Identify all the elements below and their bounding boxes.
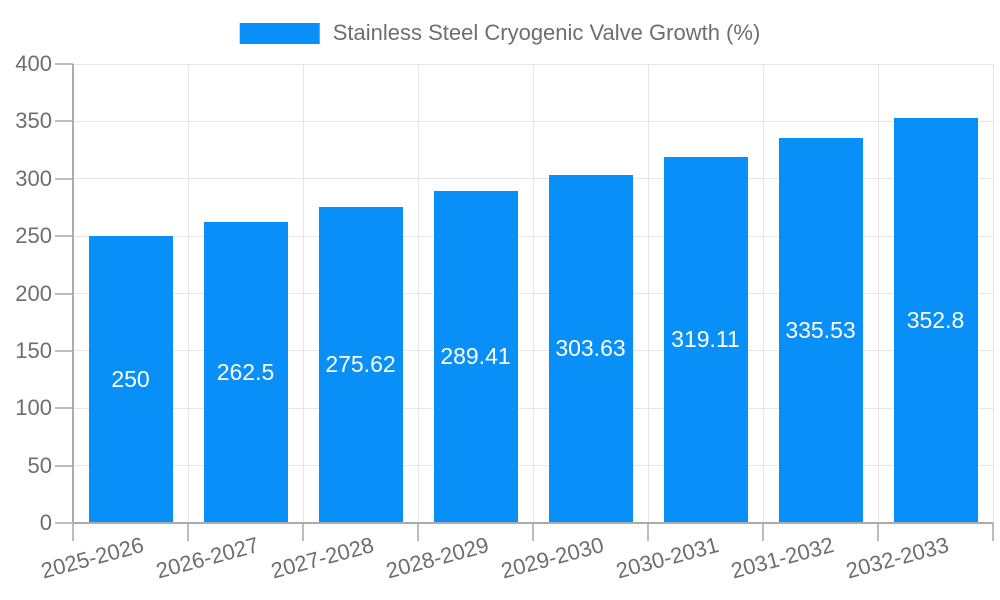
x-axis-tick — [532, 523, 534, 541]
y-axis-label: 50 — [27, 452, 52, 478]
x-axis-tick — [992, 523, 994, 541]
gridline-vertical — [647, 64, 649, 523]
x-axis-tick — [187, 523, 189, 541]
bar-value-label: 275.62 — [325, 351, 396, 378]
x-axis-label: 2031-2032 — [728, 532, 837, 584]
y-axis-tick — [55, 235, 73, 238]
y-axis-label: 300 — [15, 165, 52, 191]
y-axis-label: 350 — [15, 108, 52, 134]
legend-item[interactable]: Stainless Steel Cryogenic Valve Growth (… — [239, 20, 761, 46]
y-axis-line — [72, 64, 74, 523]
gridline-vertical — [992, 64, 994, 523]
legend-swatch — [239, 22, 320, 44]
x-axis-label: 2028-2029 — [383, 532, 492, 584]
y-axis-label: 150 — [15, 337, 52, 363]
bar-2026-2027[interactable]: 262.5 — [203, 221, 288, 523]
gridline-vertical — [417, 64, 419, 523]
bar-value-label: 303.63 — [555, 335, 626, 362]
y-axis-tick — [55, 292, 73, 295]
plot-area: 0 50 100 150 200 250 300 350 400 250 262.5 275.62 28… — [15, 52, 994, 583]
bar-2031-2032[interactable]: 335.53 — [778, 137, 863, 523]
y-axis-tick — [55, 464, 73, 467]
bar-2025-2026[interactable]: 250 — [88, 236, 173, 523]
gridline-vertical — [187, 64, 189, 523]
x-axis-label: 2027-2028 — [268, 532, 377, 584]
bar-value-label: 262.5 — [216, 358, 275, 385]
y-axis-tick — [55, 407, 73, 410]
gridline-vertical — [302, 64, 304, 523]
gridline-vertical — [532, 64, 534, 523]
y-axis-tick — [55, 177, 73, 180]
bar-value-label: 352.8 — [906, 307, 965, 334]
x-axis-tick — [762, 523, 764, 541]
x-axis-label: 2032-2033 — [843, 532, 952, 584]
bar-value-label: 250 — [111, 366, 150, 393]
legend-label: Stainless Steel Cryogenic Valve Growth (… — [332, 20, 761, 45]
y-axis-label: 100 — [15, 395, 52, 421]
y-axis-label: 0 — [39, 510, 52, 535]
bar-2030-2031[interactable]: 319.11 — [663, 156, 748, 523]
x-axis-tick — [417, 523, 419, 541]
x-axis-tick — [877, 523, 879, 541]
x-axis-tick — [302, 523, 304, 541]
y-axis-tick — [55, 349, 73, 352]
x-axis-label: 2025-2026 — [38, 532, 147, 584]
bar-2028-2029[interactable]: 289.41 — [433, 190, 518, 523]
bar-value-label: 289.41 — [440, 343, 511, 370]
y-axis-tick — [55, 522, 73, 524]
bar-2032-2033[interactable]: 352.8 — [893, 118, 978, 523]
x-axis-tick — [647, 523, 649, 541]
x-axis-label: 2030-2031 — [613, 532, 722, 584]
bar-value-label: 335.53 — [785, 316, 856, 343]
x-axis-label: 2026-2027 — [153, 532, 262, 584]
gridline-vertical — [762, 64, 764, 523]
gridline-vertical — [877, 64, 879, 523]
bar-2029-2030[interactable]: 303.63 — [548, 174, 633, 523]
x-axis-line — [73, 522, 993, 524]
y-axis-label: 400 — [15, 51, 52, 76]
bar-value-label: 319.11 — [671, 326, 740, 353]
bar-2027-2028[interactable]: 275.62 — [318, 206, 403, 523]
y-axis-label: 250 — [15, 223, 52, 249]
x-axis-label: 2029-2030 — [498, 532, 607, 584]
x-axis-tick — [72, 523, 74, 541]
y-axis-tick — [55, 120, 73, 123]
y-axis-label: 200 — [15, 280, 52, 306]
y-axis-tick — [55, 63, 73, 65]
